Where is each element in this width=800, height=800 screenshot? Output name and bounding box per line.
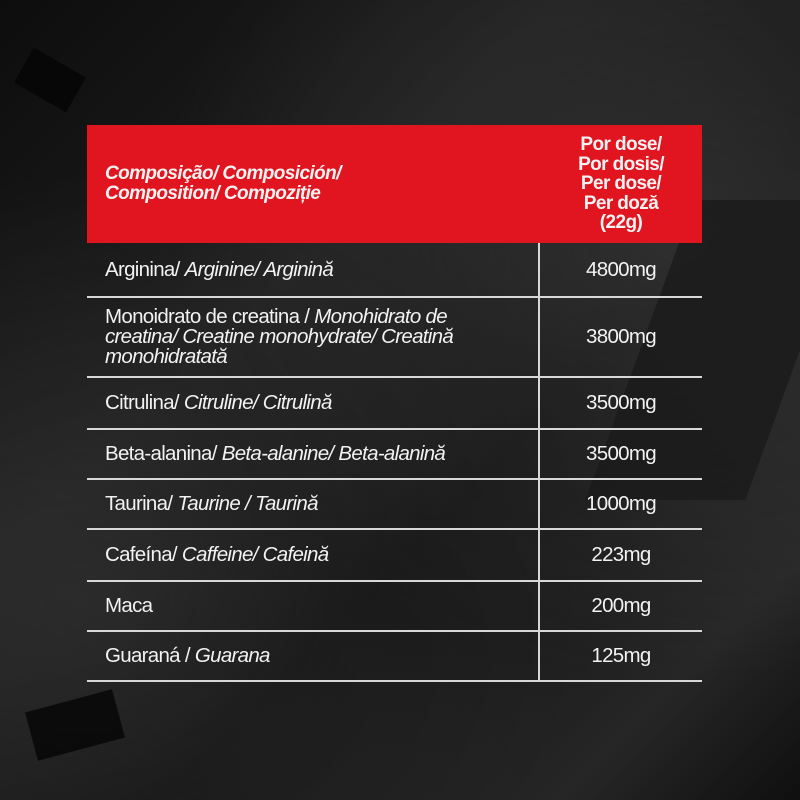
ingredient-name-italic: Caffeine/ Cafeină	[181, 543, 329, 566]
ingredient-amount: 4800mg	[586, 257, 657, 281]
table-row: Maca 200mg	[87, 582, 702, 632]
dose-header: Por dose/ Por dosis/ Per dose/ Per doză …	[578, 134, 664, 234]
ingredient-name-plain: Maca	[105, 594, 153, 617]
ingredient-name: Maca	[87, 582, 540, 630]
ingredient-name-italic: Guarana	[194, 644, 271, 667]
ingredient-name-plain: Guaraná /	[105, 644, 195, 667]
composition-table: Composição/ Composición/ Composition/ Co…	[87, 125, 702, 682]
ingredient-amount: 125mg	[591, 644, 651, 667]
ingredient-name-italic: Citruline/ Citrulină	[183, 391, 332, 414]
table-row: Taurina/ Taurine / Taurină 1000mg	[87, 480, 702, 530]
ingredient-name-plain: Taurina/	[105, 492, 178, 515]
ingredient-name: Guaraná / Guarana	[87, 632, 540, 680]
ingredient-amount: 223mg	[591, 543, 651, 566]
table-row: Beta-alanina/ Beta-alanine/ Beta-alanină…	[87, 430, 702, 480]
composition-header-line2: Composition/ Compoziție	[105, 183, 321, 204]
ingredient-amount: 1000mg	[586, 492, 657, 515]
ingredient-name-italic: Taurine / Taurină	[177, 492, 318, 515]
composition-header: Composição/ Composición/ Composition/ Co…	[87, 125, 540, 243]
ingredient-name-italic: Monohidrato de creatina/ Creatine monohy…	[105, 305, 454, 368]
ingredient-name: Taurina/ Taurine / Taurină	[87, 480, 540, 528]
ingredient-name-plain: Beta-alanina/	[105, 442, 222, 465]
background-shard	[25, 689, 125, 761]
table-header: Composição/ Composición/ Composition/ Co…	[87, 125, 702, 243]
ingredient-name-italic: Beta-alanine/ Beta-alanină	[221, 442, 446, 465]
ingredient-amount: 3500mg	[586, 391, 657, 414]
table-row: Arginina/ Arginine/ Arginină 4800mg	[87, 243, 702, 298]
ingredient-name: Citrulina/ Citruline/ Citrulină	[87, 378, 540, 428]
ingredient-amount: 200mg	[591, 594, 651, 617]
ingredient-name: Cafeína/ Caffeine/ Cafeină	[87, 530, 540, 580]
ingredient-name-plain: Arginina/	[105, 257, 185, 281]
ingredient-name: Monoidrato de creatina / Monohidrato de …	[87, 298, 540, 376]
ingredient-name: Beta-alanina/ Beta-alanine/ Beta-alanină	[87, 430, 540, 478]
ingredient-name: Arginina/ Arginine/ Arginină	[87, 243, 540, 296]
ingredient-amount: 3800mg	[586, 325, 657, 348]
ingredient-name-plain: Cafeína/	[105, 543, 182, 566]
ingredient-name-italic: Arginine/ Arginină	[184, 257, 334, 281]
table-row: Guaraná / Guarana 125mg	[87, 632, 702, 682]
table-row: Monoidrato de creatina / Monohidrato de …	[87, 298, 702, 378]
background-shard	[14, 47, 86, 113]
ingredient-amount: 3500mg	[586, 442, 657, 465]
ingredient-name-plain: Monoidrato de creatina /	[105, 305, 315, 328]
composition-header-line1: Composição/ Composición/	[105, 163, 341, 184]
ingredient-name-plain: Citrulina/	[105, 391, 184, 414]
table-row: Citrulina/ Citruline/ Citrulină 3500mg	[87, 378, 702, 430]
table-row: Cafeína/ Caffeine/ Cafeină 223mg	[87, 530, 702, 582]
